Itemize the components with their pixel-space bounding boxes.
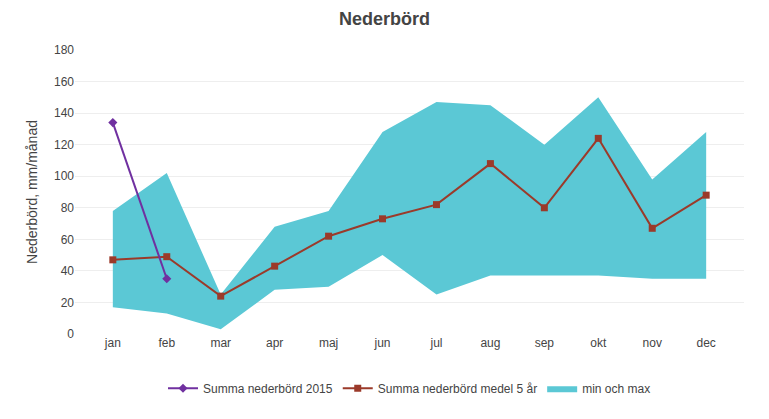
svg-text:jun: jun [374, 336, 391, 350]
svg-text:min och max: min och max [582, 382, 650, 396]
svg-text:0: 0 [67, 327, 74, 341]
svg-text:jul: jul [429, 336, 442, 350]
svg-text:okt: okt [590, 336, 607, 350]
svg-text:Nederbörd, mm/månad: Nederbörd, mm/månad [24, 120, 40, 264]
svg-text:180: 180 [54, 43, 74, 57]
svg-text:40: 40 [61, 264, 75, 278]
svg-text:Summa nederbörd 2015: Summa nederbörd 2015 [203, 382, 333, 396]
svg-text:120: 120 [54, 138, 74, 152]
svg-text:Summa nederbörd medel 5 år: Summa nederbörd medel 5 år [378, 382, 537, 396]
svg-text:feb: feb [158, 336, 175, 350]
svg-text:sep: sep [535, 336, 555, 350]
svg-text:Nederbörd: Nederbörd [339, 9, 430, 29]
svg-text:mar: mar [210, 336, 231, 350]
svg-text:dec: dec [696, 336, 715, 350]
svg-text:100: 100 [54, 169, 74, 183]
svg-text:20: 20 [61, 296, 75, 310]
svg-text:80: 80 [61, 201, 75, 215]
svg-text:160: 160 [54, 75, 74, 89]
svg-text:aug: aug [480, 336, 500, 350]
svg-text:60: 60 [61, 233, 75, 247]
svg-text:apr: apr [266, 336, 283, 350]
svg-text:jan: jan [104, 336, 121, 350]
svg-text:140: 140 [54, 106, 74, 120]
svg-text:maj: maj [319, 336, 338, 350]
svg-text:nov: nov [643, 336, 662, 350]
